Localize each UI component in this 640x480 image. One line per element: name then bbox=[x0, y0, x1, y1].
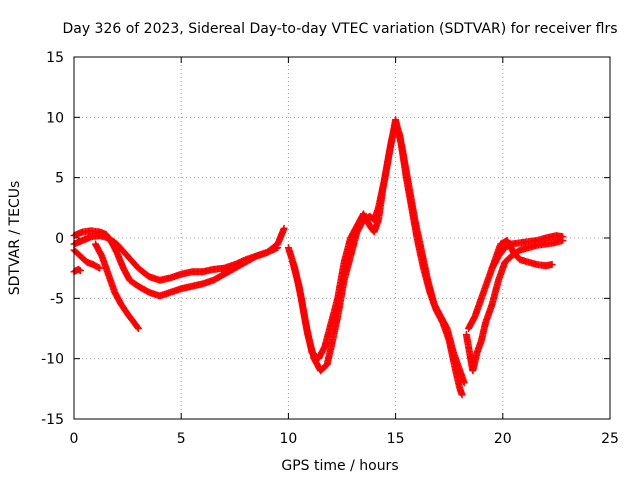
y-tick-label: -10 bbox=[41, 352, 64, 368]
chart-title: Day 326 of 2023, Sidereal Day-to-day VTE… bbox=[62, 21, 617, 37]
series-track-1 bbox=[70, 227, 282, 300]
y-tick-label: 15 bbox=[46, 50, 64, 66]
y-tick-label: -15 bbox=[41, 412, 64, 428]
series-track-5 bbox=[91, 240, 142, 332]
series-track-2 bbox=[70, 224, 288, 284]
series-track-3 bbox=[70, 246, 104, 272]
x-tick-label: 20 bbox=[494, 431, 512, 447]
x-tick-label: 5 bbox=[177, 431, 186, 447]
x-tick-label: 10 bbox=[279, 431, 297, 447]
y-tick-label: 0 bbox=[55, 231, 64, 247]
data-point-marker bbox=[460, 379, 468, 387]
data-point-marker bbox=[133, 323, 141, 331]
data-points bbox=[70, 116, 567, 399]
series-track-7 bbox=[289, 116, 468, 387]
y-tick-label: 10 bbox=[46, 110, 64, 126]
data-point-marker bbox=[559, 233, 567, 241]
data-point-marker bbox=[548, 261, 556, 269]
x-tick-label: 0 bbox=[70, 431, 79, 447]
data-point-marker bbox=[280, 224, 288, 232]
data-point-marker bbox=[458, 391, 466, 399]
y-tick-label: -5 bbox=[50, 291, 64, 307]
series-track-10 bbox=[488, 232, 567, 272]
series-track-9 bbox=[464, 236, 556, 332]
y-tick-label: 5 bbox=[55, 171, 64, 187]
tick-labels: 0 5 10 15 20 25 -15 -10 -5 0 5 10 15 bbox=[41, 50, 619, 447]
series-track-4 bbox=[70, 265, 84, 276]
series-track-6 bbox=[284, 119, 466, 399]
data-point-marker bbox=[76, 267, 84, 275]
data-point-marker bbox=[94, 263, 102, 271]
x-tick-label: 15 bbox=[387, 431, 405, 447]
y-axis-label: SDTVAR / TECUs bbox=[7, 181, 23, 296]
plot-frame bbox=[73, 56, 611, 420]
data-point-marker bbox=[134, 325, 142, 332]
data-point-marker bbox=[96, 264, 104, 272]
x-axis-label: GPS time / hours bbox=[281, 458, 398, 474]
x-tick-label: 25 bbox=[601, 431, 619, 447]
